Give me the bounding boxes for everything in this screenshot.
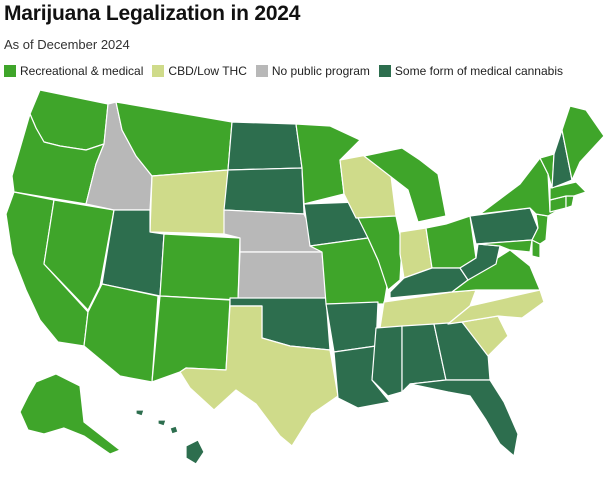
state-ak[interactable]: [19, 373, 121, 455]
state-ks[interactable]: [237, 251, 327, 301]
legend-swatch-cbd: [152, 65, 165, 77]
state-ma[interactable]: [549, 181, 587, 201]
state-ar[interactable]: [325, 301, 379, 353]
state-nd[interactable]: [227, 121, 303, 171]
state-mi[interactable]: [363, 147, 447, 223]
state-il[interactable]: [357, 215, 403, 291]
state-nc[interactable]: [447, 289, 545, 325]
legend-label-cbd: CBD/Low THC: [168, 64, 247, 78]
legend-item-cbd: CBD/Low THC: [152, 64, 247, 78]
legend-swatch-medical: [378, 65, 391, 77]
state-oh[interactable]: [425, 215, 477, 269]
state-fl[interactable]: [409, 379, 519, 457]
legend-item-medical: Some form of medical cannabis: [378, 64, 563, 78]
legend: Recreational & medical CBD/Low THC No pu…: [4, 64, 572, 78]
map-subtitle: As of December 2024: [4, 37, 130, 52]
state-wy[interactable]: [149, 169, 229, 235]
state-sd[interactable]: [223, 167, 305, 215]
state-hi[interactable]: [135, 409, 205, 465]
legend-item-no-program: No public program: [255, 64, 370, 78]
legend-swatch-recreational: [4, 65, 16, 77]
state-md[interactable]: [477, 239, 533, 253]
state-me[interactable]: [561, 105, 604, 181]
state-az[interactable]: [83, 283, 159, 383]
state-ri[interactable]: [565, 195, 575, 209]
legend-label-medical: Some form of medical cannabis: [394, 64, 563, 78]
legend-swatch-no-program: [255, 65, 268, 77]
us-map: [5, 89, 604, 465]
state-tx[interactable]: [179, 305, 339, 447]
state-ms[interactable]: [371, 325, 403, 397]
state-co[interactable]: [159, 233, 241, 301]
legend-label-no-program: No public program: [271, 64, 370, 78]
map-title: Marijuana Legalization in 2024: [4, 2, 301, 25]
legend-item-recreational: Recreational & medical: [4, 64, 143, 78]
legend-label-recreational: Recreational & medical: [20, 64, 144, 78]
